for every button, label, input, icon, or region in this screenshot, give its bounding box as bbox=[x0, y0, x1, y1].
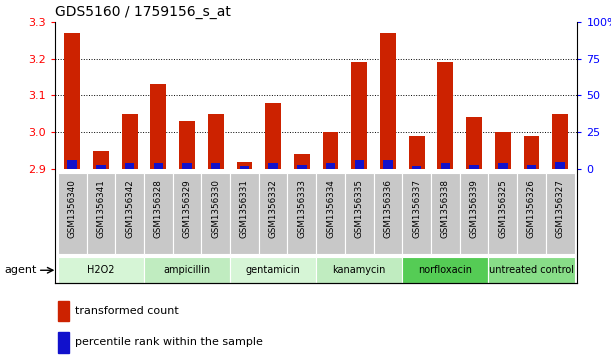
Bar bbox=[546, 173, 574, 254]
Text: GSM1356335: GSM1356335 bbox=[355, 179, 364, 238]
Bar bbox=[383, 160, 393, 169]
Bar bbox=[524, 136, 540, 169]
Bar bbox=[240, 166, 249, 169]
Bar bbox=[441, 163, 450, 169]
Text: GSM1356339: GSM1356339 bbox=[470, 179, 478, 238]
Bar bbox=[316, 173, 345, 254]
Bar bbox=[57, 332, 69, 353]
Bar bbox=[354, 160, 364, 169]
Bar bbox=[402, 173, 431, 254]
Bar bbox=[323, 132, 338, 169]
Text: gentamicin: gentamicin bbox=[246, 265, 301, 275]
Bar bbox=[469, 164, 479, 169]
Text: GSM1356342: GSM1356342 bbox=[125, 179, 134, 238]
Bar bbox=[122, 114, 137, 169]
Text: transformed count: transformed count bbox=[75, 306, 178, 316]
Bar bbox=[230, 257, 316, 283]
Bar bbox=[150, 84, 166, 169]
Bar bbox=[345, 173, 373, 254]
Bar bbox=[517, 173, 546, 254]
Bar bbox=[64, 33, 80, 169]
Bar bbox=[211, 163, 221, 169]
Bar bbox=[466, 118, 482, 169]
Bar bbox=[58, 257, 144, 283]
Bar bbox=[265, 103, 281, 169]
Bar bbox=[527, 164, 536, 169]
Bar bbox=[115, 173, 144, 254]
Bar bbox=[202, 173, 230, 254]
Text: GSM1356330: GSM1356330 bbox=[211, 179, 220, 238]
Text: GSM1356333: GSM1356333 bbox=[298, 179, 306, 238]
Bar bbox=[93, 151, 109, 169]
Text: GSM1356340: GSM1356340 bbox=[68, 179, 77, 238]
Bar bbox=[268, 163, 278, 169]
Text: GSM1356337: GSM1356337 bbox=[412, 179, 421, 238]
Text: agent: agent bbox=[4, 265, 36, 275]
Text: ampicillin: ampicillin bbox=[164, 265, 211, 275]
Bar bbox=[144, 173, 173, 254]
Bar bbox=[179, 121, 195, 169]
Bar bbox=[437, 62, 453, 169]
Bar bbox=[144, 257, 230, 283]
Bar bbox=[488, 257, 574, 283]
Text: norfloxacin: norfloxacin bbox=[419, 265, 472, 275]
Bar bbox=[208, 114, 224, 169]
Text: GSM1356325: GSM1356325 bbox=[498, 179, 507, 238]
Bar bbox=[153, 163, 163, 169]
Bar bbox=[351, 62, 367, 169]
Text: GSM1356329: GSM1356329 bbox=[183, 179, 191, 238]
Bar bbox=[488, 173, 517, 254]
Bar bbox=[125, 163, 134, 169]
Bar bbox=[297, 164, 307, 169]
Bar bbox=[67, 160, 77, 169]
Text: GSM1356334: GSM1356334 bbox=[326, 179, 335, 238]
Bar bbox=[402, 257, 488, 283]
Bar bbox=[326, 163, 335, 169]
Text: kanamycin: kanamycin bbox=[332, 265, 386, 275]
Text: percentile rank within the sample: percentile rank within the sample bbox=[75, 337, 263, 347]
Text: GSM1356328: GSM1356328 bbox=[154, 179, 163, 238]
Bar bbox=[182, 163, 192, 169]
Bar bbox=[552, 114, 568, 169]
Bar bbox=[288, 173, 316, 254]
Text: GSM1356341: GSM1356341 bbox=[97, 179, 106, 238]
Bar bbox=[555, 162, 565, 169]
Bar bbox=[87, 173, 115, 254]
Bar bbox=[431, 173, 459, 254]
Text: untreated control: untreated control bbox=[489, 265, 574, 275]
Bar bbox=[459, 173, 488, 254]
Bar bbox=[409, 136, 425, 169]
Text: GSM1356336: GSM1356336 bbox=[384, 179, 392, 238]
Bar bbox=[96, 164, 106, 169]
Bar bbox=[495, 132, 511, 169]
Bar bbox=[373, 173, 402, 254]
Text: GDS5160 / 1759156_s_at: GDS5160 / 1759156_s_at bbox=[55, 5, 231, 19]
Bar bbox=[259, 173, 288, 254]
Bar bbox=[294, 154, 310, 169]
Text: GSM1356331: GSM1356331 bbox=[240, 179, 249, 238]
Bar bbox=[58, 173, 87, 254]
Bar bbox=[380, 33, 396, 169]
Text: GSM1356332: GSM1356332 bbox=[269, 179, 277, 238]
Text: GSM1356327: GSM1356327 bbox=[555, 179, 565, 238]
Bar bbox=[412, 166, 422, 169]
Text: GSM1356338: GSM1356338 bbox=[441, 179, 450, 238]
Bar bbox=[173, 173, 202, 254]
Bar bbox=[498, 163, 508, 169]
Bar bbox=[236, 162, 252, 169]
Bar bbox=[57, 301, 69, 322]
Text: GSM1356326: GSM1356326 bbox=[527, 179, 536, 238]
Bar bbox=[316, 257, 402, 283]
Bar bbox=[230, 173, 259, 254]
Text: H2O2: H2O2 bbox=[87, 265, 115, 275]
